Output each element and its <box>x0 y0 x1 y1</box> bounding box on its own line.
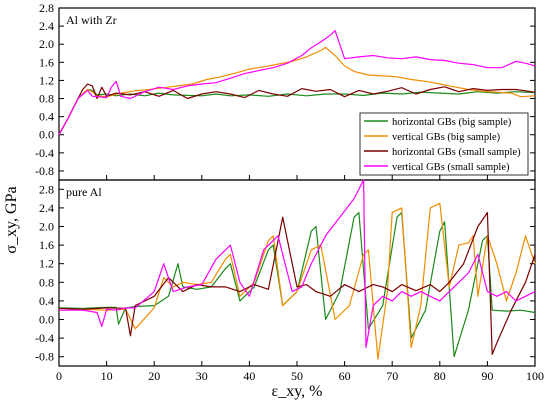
y-tick-label: 2.0 <box>39 220 54 234</box>
y-tick-label: 1.2 <box>39 73 54 87</box>
legend-entry-horizontal-small: horizontal GBs (small sample) <box>364 147 521 158</box>
x-tick-label: 40 <box>243 369 255 383</box>
series-line-4 <box>58 30 536 135</box>
bottom-panel-pure-al: -0.8 -0.4 0.0 0.4 0.8 1.2 1.6 2.0 2.4 2.8 0 10 20 30… <box>35 175 544 383</box>
series-line-3 <box>58 83 536 135</box>
series-line-2 <box>58 202 536 360</box>
legend-label-vertical-big: vertical GBs (big sample) <box>392 132 501 143</box>
legend-label-vertical-small: vertical GBs (small sample) <box>392 162 510 173</box>
y-tick-label: 2.4 <box>39 201 54 215</box>
series-line-3 <box>58 212 536 355</box>
legend-entry-vertical-small: vertical GBs (small sample) <box>364 162 510 173</box>
y-tick-label: 2.8 <box>39 1 54 15</box>
series-line-2 <box>58 46 536 135</box>
y-tick-label: 0.0 <box>39 313 54 327</box>
y-tick-label: -0.8 <box>35 350 54 364</box>
top-panel-title: Al with Zr <box>66 13 117 27</box>
y-tick-label: -0.4 <box>35 146 54 160</box>
y-tick-label: 1.2 <box>39 257 54 271</box>
y-tick-label: -0.8 <box>35 164 54 178</box>
bottom-panel-series <box>58 179 536 360</box>
bottom-panel-frame <box>58 179 536 367</box>
x-tick-label: 80 <box>434 369 446 383</box>
series-line-1 <box>58 212 536 358</box>
x-axis-label-text: ε_xy, % <box>271 383 322 400</box>
legend-box <box>359 112 529 176</box>
top-panel-series <box>58 30 536 135</box>
legend: horizontal GBs (big sample) vertical GBs… <box>359 112 529 176</box>
x-tick-label: 60 <box>339 369 351 383</box>
legend-label-horizontal-small: horizontal GBs (small sample) <box>392 147 521 158</box>
top-panel-al-with-zr: -0.8 -0.4 0.0 0.4 0.8 1.2 1.6 2.0 2.4 2.8 Al with… <box>35 1 536 181</box>
x-tick-label: 20 <box>148 369 160 383</box>
series-line-4 <box>59 179 536 348</box>
x-tick-label: 70 <box>386 369 398 383</box>
y-tick-label: 1.6 <box>39 55 54 69</box>
x-tick-label: 100 <box>526 369 544 383</box>
y-tick-label: 2.4 <box>39 19 54 33</box>
x-tick-label: 30 <box>196 369 208 383</box>
y-tick-label: 1.6 <box>39 238 54 252</box>
y-axis-label: σ_xy, GPa <box>3 186 20 253</box>
y-tick-label: 2.0 <box>39 37 54 51</box>
y-axis-label-text: σ_xy, GPa <box>3 186 20 253</box>
top-panel-y-ticks: -0.8 -0.4 0.0 0.4 0.8 1.2 1.6 2.0 2.4 2.8 <box>35 1 535 178</box>
y-tick-label: 0.4 <box>39 110 54 124</box>
y-tick-label: 0.0 <box>39 128 54 142</box>
bottom-panel-y-ticks: -0.8 -0.4 0.0 0.4 0.8 1.2 1.6 2.0 2.4 2.8 <box>35 182 535 364</box>
y-tick-label: 0.8 <box>39 92 54 106</box>
y-tick-label: 2.8 <box>39 182 54 196</box>
legend-entry-horizontal-big: horizontal GBs (big sample) <box>364 117 512 128</box>
bottom-panel-title: pure Al <box>66 185 102 199</box>
x-tick-label: 90 <box>481 369 493 383</box>
x-tick-label: 0 <box>56 369 62 383</box>
legend-label-horizontal-big: horizontal GBs (big sample) <box>392 117 512 128</box>
y-tick-label: 0.4 <box>39 294 54 308</box>
x-axis-label: ε_xy, % <box>271 383 322 400</box>
x-axis-ticks: 0 10 20 30 40 50 60 70 80 90 100 <box>56 175 544 383</box>
y-tick-label: 0.8 <box>39 275 54 289</box>
y-tick-label: -0.4 <box>35 331 54 345</box>
x-tick-label: 10 <box>101 369 113 383</box>
legend-entry-vertical-big: vertical GBs (big sample) <box>364 132 501 143</box>
x-tick-label: 50 <box>291 369 303 383</box>
